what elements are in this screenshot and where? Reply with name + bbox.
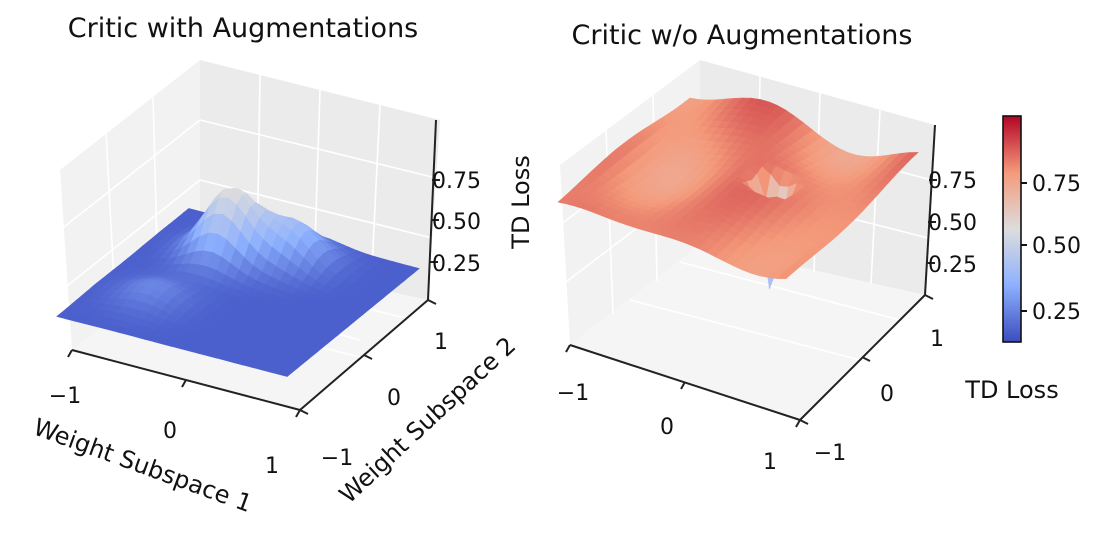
left-y-tick-label: 1 [434, 330, 448, 355]
left-z-tick-label: 0.25 [432, 252, 481, 277]
right-x-tick-label: 1 [763, 450, 777, 475]
surface-facet [776, 273, 792, 280]
right-chart-title: Critic w/o Augmentations [572, 20, 913, 51]
left-x-tick-label: 0 [163, 419, 177, 444]
right-y-tick-label: −1 [814, 441, 846, 466]
left-y-tick-label: 0 [387, 386, 401, 411]
left-z-axis-label: TD Loss [507, 155, 535, 249]
left-z-tick-label: 0.75 [432, 169, 481, 194]
left-axis-ticks [67, 179, 440, 418]
colorbar-tick-label: 0.75 [1032, 172, 1081, 197]
right-x-tick-label: −1 [557, 381, 589, 406]
colorbar-tick-label: 0.25 [1032, 300, 1081, 325]
right-y-tick-label: 1 [930, 327, 944, 352]
right-z-tick-label: 0.25 [928, 253, 977, 278]
colorbar-tick-label: 0.50 [1032, 234, 1081, 259]
right-y-tick-label: 0 [880, 382, 894, 407]
left-x-tick-label: 1 [265, 454, 279, 479]
right-surface [557, 97, 919, 290]
right-z-tick-label: 0.50 [928, 211, 977, 236]
right-z-tick-label: 0.75 [928, 169, 977, 194]
colorbar-label: TD Loss [964, 376, 1058, 404]
left-x-axis-label: Weight Subspace 1 [30, 413, 256, 518]
left-z-tick-label: 0.50 [432, 210, 481, 235]
left-chart-title: Critic with Augmentations [68, 13, 419, 44]
left-surface [56, 188, 420, 377]
left-y-tick-label: −1 [321, 446, 353, 471]
colorbar [1002, 115, 1022, 343]
colorbar-ticks [1021, 182, 1027, 312]
right-axis-ticks [565, 179, 937, 428]
left-x-tick-label: −1 [49, 384, 81, 409]
right-x-tick-label: 0 [660, 415, 674, 440]
surface-facet [277, 369, 293, 377]
